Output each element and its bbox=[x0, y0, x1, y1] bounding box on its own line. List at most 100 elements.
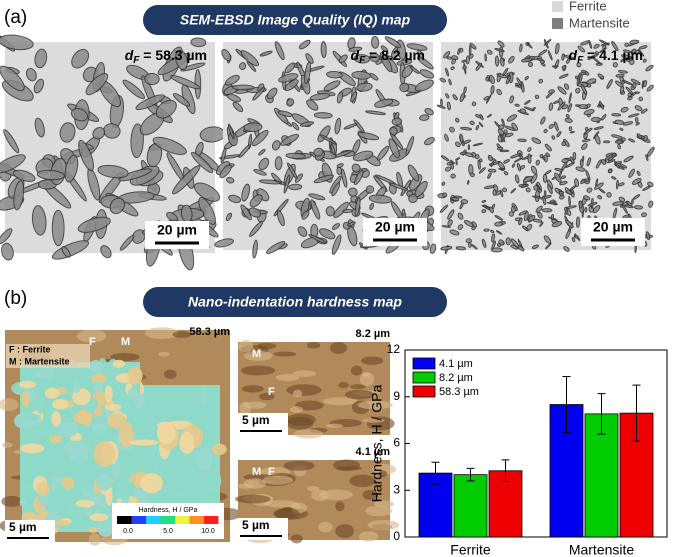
martensite-grain bbox=[34, 48, 48, 69]
martensite-grain bbox=[459, 126, 473, 131]
martensite-grain bbox=[568, 126, 573, 132]
martensite-grain bbox=[479, 114, 484, 121]
martensite-grain bbox=[97, 164, 129, 179]
martensite-grain bbox=[481, 204, 491, 209]
martensite-grain bbox=[531, 244, 539, 249]
martensite-grain bbox=[51, 240, 90, 260]
martensite-grain bbox=[419, 69, 435, 79]
martensite-grain bbox=[498, 167, 506, 171]
hardness-patch bbox=[97, 429, 112, 443]
martensite-grain bbox=[563, 83, 570, 90]
martensite-grain bbox=[463, 219, 474, 227]
martensite-grain bbox=[389, 127, 398, 136]
martensite-grain bbox=[629, 39, 640, 45]
martensite-grain bbox=[465, 238, 472, 244]
martensite-grain bbox=[486, 113, 492, 118]
afm-relief bbox=[88, 533, 101, 546]
martensite-grain bbox=[505, 237, 511, 246]
hardness-patch bbox=[111, 458, 121, 481]
afm-relief bbox=[286, 413, 316, 426]
martensite-grain bbox=[274, 156, 283, 171]
martensite-grain bbox=[1, 242, 14, 261]
martensite-grain bbox=[436, 104, 446, 109]
martensite-grain bbox=[446, 101, 451, 111]
colorbar-step bbox=[160, 516, 175, 524]
error-bar bbox=[632, 384, 641, 442]
martensite-grain bbox=[518, 217, 523, 226]
martensite-grain bbox=[457, 224, 464, 231]
martensite-grain bbox=[3, 129, 20, 154]
martensite-grain bbox=[615, 179, 619, 190]
martensite-grain bbox=[502, 187, 508, 193]
martensite-grain bbox=[567, 103, 573, 113]
panel-label: (b) bbox=[4, 288, 27, 309]
martensite-grain bbox=[225, 212, 233, 222]
martensite-grain bbox=[490, 229, 495, 234]
martensite-grain bbox=[0, 228, 13, 245]
colorbar-title: Hardness, H / GPa bbox=[139, 507, 198, 514]
martensite-grain bbox=[77, 216, 111, 233]
phase-label: M bbox=[252, 348, 261, 360]
martensite-grain bbox=[445, 93, 450, 99]
symbol: d bbox=[351, 47, 360, 63]
martensite-grain bbox=[380, 45, 389, 53]
hardness-patch bbox=[156, 422, 176, 444]
martensite-grain bbox=[594, 182, 604, 190]
martensite-grain bbox=[565, 229, 571, 239]
martensite-grain bbox=[483, 228, 490, 232]
martensite-grain bbox=[510, 238, 520, 249]
panel-label: (a) bbox=[4, 7, 27, 28]
afm-relief bbox=[322, 397, 358, 406]
martensite-grain bbox=[485, 93, 492, 104]
afm-relief bbox=[289, 406, 303, 413]
martensite-grain bbox=[580, 179, 586, 184]
martensite-grain bbox=[336, 91, 344, 104]
martensite-grain bbox=[51, 209, 65, 247]
afm-relief bbox=[358, 531, 379, 542]
martensite-grain bbox=[444, 166, 452, 172]
martensite-grain bbox=[611, 40, 619, 52]
afm-relief bbox=[274, 507, 300, 520]
martensite-grain bbox=[481, 238, 487, 248]
martensite-grain bbox=[441, 225, 451, 228]
martensite-grain bbox=[284, 62, 296, 74]
martensite-grain bbox=[497, 40, 505, 48]
martensite-grain bbox=[310, 199, 321, 220]
martensite-grain bbox=[464, 152, 474, 157]
martensite-grain bbox=[190, 151, 214, 174]
martensite-grain bbox=[564, 162, 575, 169]
martensite-grain bbox=[414, 79, 434, 92]
martensite-grain bbox=[180, 62, 206, 72]
martensite-grain bbox=[645, 231, 651, 241]
scale-bg bbox=[5, 520, 55, 542]
afm-relief bbox=[329, 341, 348, 355]
martensite-grain bbox=[487, 172, 492, 179]
martensite-grain bbox=[297, 226, 308, 237]
afm-relief bbox=[292, 389, 303, 398]
afm-relief bbox=[360, 356, 384, 365]
martensite-grain bbox=[100, 245, 112, 259]
martensite-grain bbox=[595, 159, 602, 169]
afm-relief bbox=[318, 521, 333, 533]
martensite-grain bbox=[291, 121, 300, 131]
value: = 58.3 µm bbox=[139, 47, 207, 63]
martensite-grain bbox=[584, 206, 588, 213]
grain-size-label: dF = 4.1 µm bbox=[569, 47, 644, 66]
martensite-grain bbox=[497, 128, 505, 136]
martensite-grain bbox=[475, 62, 483, 71]
martensite-grain bbox=[445, 67, 450, 77]
martensite-grain bbox=[459, 92, 465, 103]
martensite-grain bbox=[498, 239, 505, 246]
martensite-grain bbox=[638, 96, 644, 102]
martensite-grain bbox=[348, 46, 363, 52]
martensite-grain bbox=[620, 106, 629, 113]
martensite-grain bbox=[593, 126, 604, 131]
hardness-patch bbox=[119, 421, 134, 448]
martensite-grain bbox=[447, 209, 455, 220]
martensite-grain bbox=[376, 145, 390, 161]
hardness-patch bbox=[107, 412, 126, 429]
martensite-grain bbox=[152, 136, 187, 155]
martensite-grain bbox=[351, 163, 361, 173]
scale-label: 20 µm bbox=[375, 219, 415, 235]
martensite-grain bbox=[571, 237, 576, 243]
